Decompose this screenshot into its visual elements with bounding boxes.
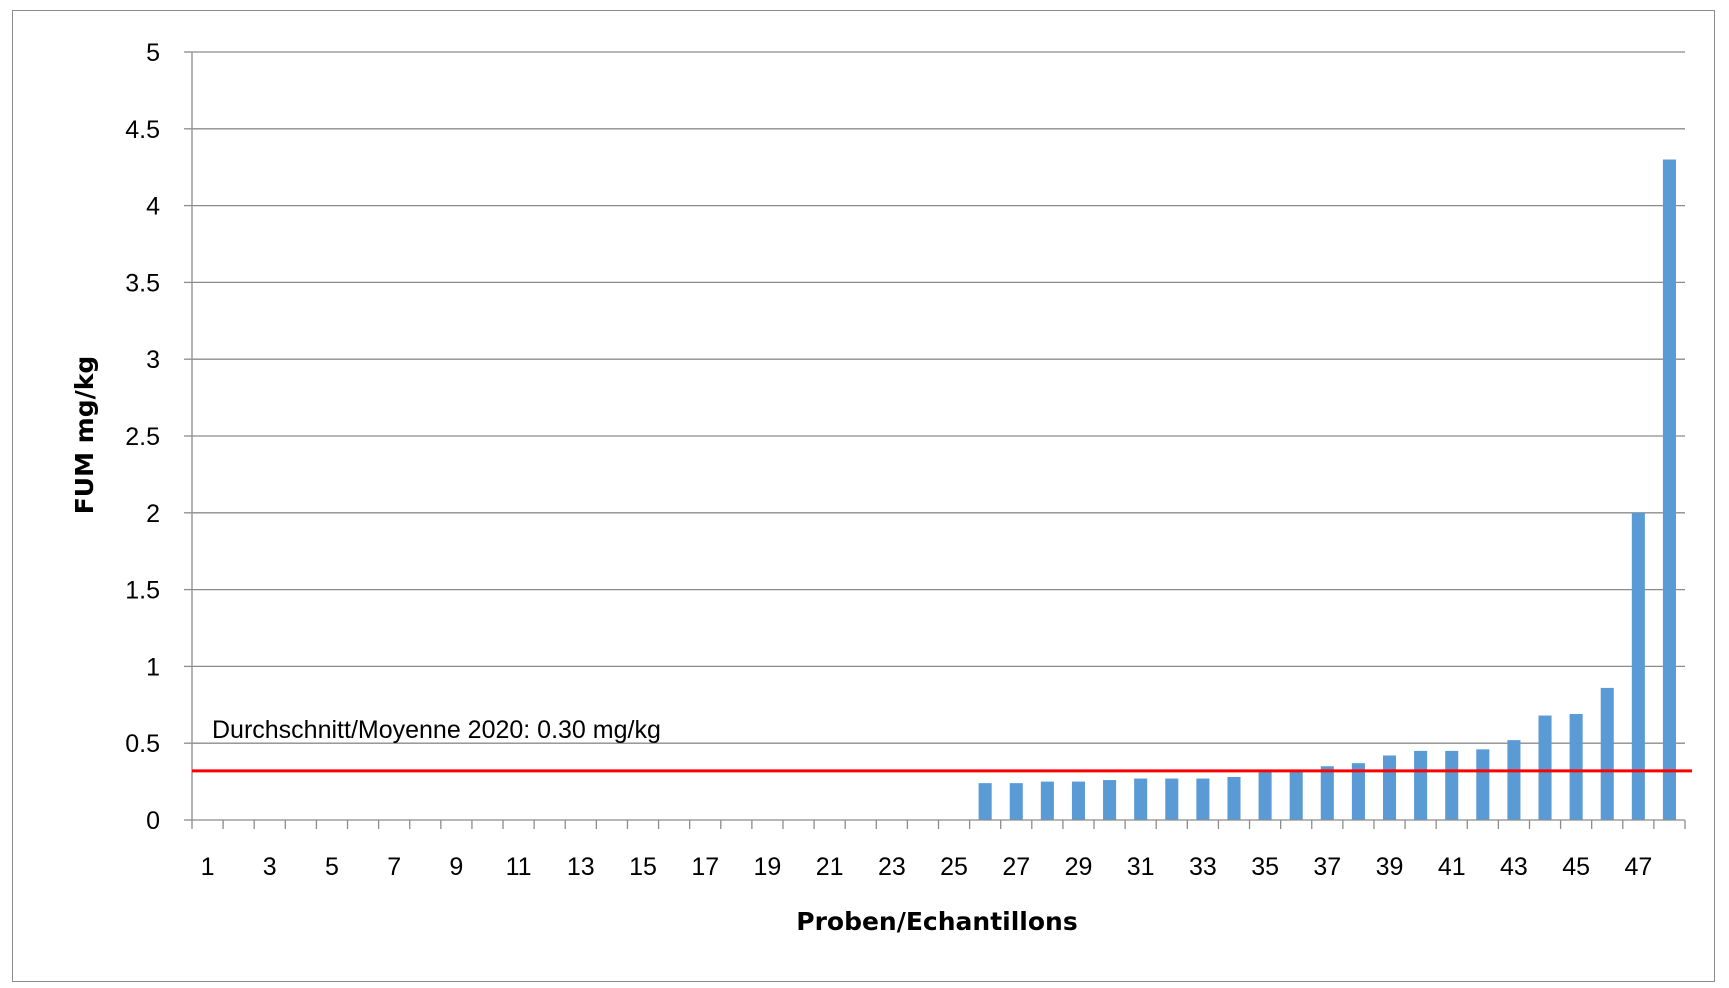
bars	[978, 159, 1676, 820]
x-tick-label: 39	[1376, 853, 1404, 881]
x-tick-label: 31	[1127, 853, 1155, 881]
x-tick-label: 27	[1002, 853, 1030, 881]
bar	[1134, 778, 1148, 820]
bar	[1445, 750, 1459, 820]
average-annotation: Durchschnitt/Moyenne 2020: 0.30 mg/kg	[212, 716, 661, 744]
bar	[1320, 766, 1334, 820]
bar	[1662, 159, 1676, 820]
y-tick-label: 1.5	[125, 577, 160, 605]
y-tick-label: 5	[146, 39, 160, 67]
bar	[1600, 687, 1614, 820]
bar	[1040, 781, 1054, 820]
bar	[1476, 749, 1490, 820]
y-tick-label: 4.5	[125, 116, 160, 144]
x-axis-title: Proben/Echantillons	[796, 907, 1077, 936]
x-tick-label: 15	[629, 853, 657, 881]
x-tick-label: 33	[1189, 853, 1217, 881]
bar	[1071, 781, 1086, 820]
x-tick-label: 29	[1065, 853, 1093, 881]
y-axis-title: FUM mg/kg	[70, 356, 99, 515]
x-tick-label: 3	[263, 853, 277, 881]
x-tick-labels: 1 3 5 7 9 11 13 15 17 19 21 23 25 27 29 31 33 35 37 39 41 43 4…	[201, 853, 1653, 881]
x-tick-label: 13	[567, 853, 595, 881]
x-tick-label: 7	[387, 853, 401, 881]
bar	[978, 783, 992, 820]
axes	[191, 52, 1686, 829]
x-tick-label: 23	[878, 853, 906, 881]
bar	[1351, 763, 1365, 820]
x-tick-label: 19	[754, 853, 782, 881]
y-tick-label: 1	[146, 653, 160, 681]
y-tick-label: 2	[146, 500, 160, 528]
bar	[1382, 755, 1397, 820]
y-tick-labels: 0 0.5 1 1.5 2 2.5 3 3.5 4 4.5 5	[125, 39, 160, 835]
x-tick-label: 41	[1438, 853, 1466, 881]
y-tick-label: 3.5	[125, 269, 160, 297]
x-tick-label: 25	[940, 853, 968, 881]
x-tick-label: 43	[1500, 853, 1528, 881]
bar	[1414, 750, 1428, 820]
x-tick-label: 47	[1624, 853, 1652, 881]
gridlines	[184, 51, 1685, 821]
bar	[1507, 740, 1521, 820]
x-tick-label: 17	[691, 853, 719, 881]
bar	[1196, 778, 1210, 820]
bar	[1103, 780, 1117, 820]
bar	[1258, 770, 1272, 820]
x-tick-label: 21	[816, 853, 844, 881]
bar	[1289, 770, 1303, 820]
y-tick-label: 0	[146, 807, 160, 835]
y-tick-label: 3	[146, 346, 160, 374]
bar	[1569, 714, 1583, 820]
bar	[1009, 783, 1023, 820]
bar	[1165, 778, 1179, 820]
bar	[1631, 512, 1645, 820]
x-tick-label: 11	[506, 853, 532, 881]
bar	[1538, 715, 1552, 820]
x-tick-label: 1	[201, 853, 215, 881]
x-tick-label: 35	[1251, 853, 1279, 881]
y-tick-label: 4	[146, 193, 160, 221]
x-tick-label: 5	[325, 853, 339, 881]
x-tick-label: 45	[1562, 853, 1590, 881]
y-tick-label: 0.5	[125, 730, 160, 758]
bar	[1227, 776, 1241, 820]
x-tick-label: 37	[1313, 853, 1341, 881]
x-tick-label: 9	[449, 853, 463, 881]
y-tick-label: 2.5	[125, 423, 160, 451]
